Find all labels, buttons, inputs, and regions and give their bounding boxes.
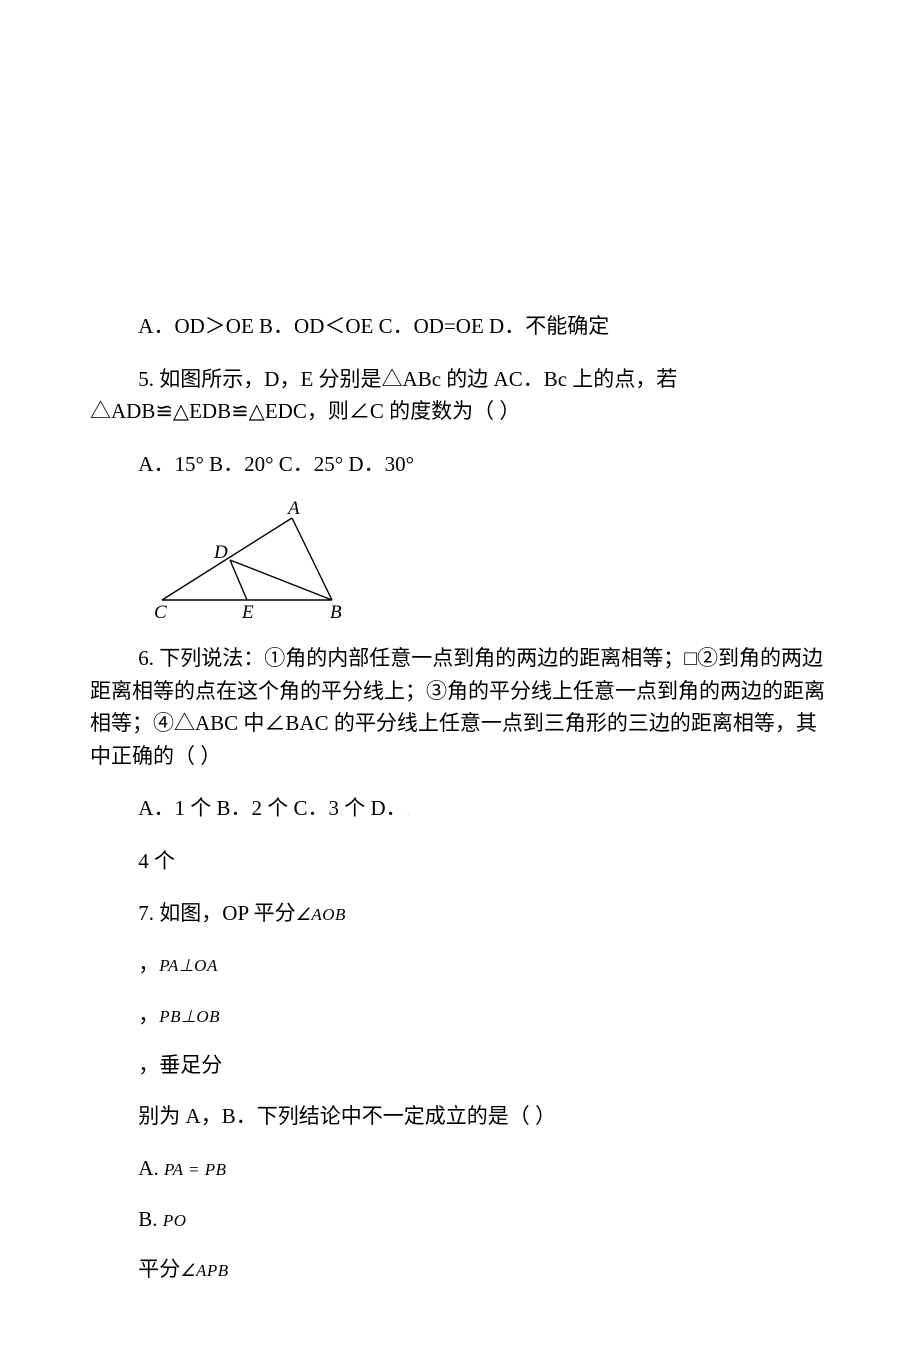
top-spacer [90,80,830,310]
q7-optA-math: PA = PB [164,1160,227,1179]
q7-line1: 7. 如图，OP 平分∠AOB [90,897,830,930]
q5-options: A．15° B．20° C．25° D．30° [90,448,830,481]
q7-l2-pre: ， [138,952,159,976]
svg-text:D: D [213,542,228,563]
q6-options-line1: A．1 个 B．2 个 C．3 个 D．. [90,792,830,825]
q7-optB-lead: B. [138,1207,157,1231]
q7-l2-math: PA⊥OA [159,956,218,975]
q7-l1-math: ∠AOB [296,905,346,924]
q4-options: A．OD＞OE B．OD＜OE C．OD=OE D．不能确定 [90,310,830,343]
svg-text:E: E [241,602,254,620]
q6-opt-abc: A．1 个 B．2 个 C．3 个 D． [138,796,406,820]
q7-optB-math: PO [163,1211,187,1230]
q7-line2: ，PA⊥OA [90,948,830,981]
q7-l3-math: PB⊥OB [159,1007,220,1026]
q7-opt-a: A. PA = PB [90,1152,830,1185]
q7-line4: ，垂足分 [90,1049,830,1082]
q7-l3-pre: ， [138,1003,159,1027]
q7-line3: ，PB⊥OB [90,999,830,1032]
q7-optC-math: ∠APB [180,1261,228,1280]
q7-opt-b: B. PO [90,1203,830,1236]
q7-line5: 别为 A，B．下列结论中不一定成立的是（ ） [90,1100,830,1133]
q6-stem: 6. 下列说法：①角的内部任意一点到角的两边的距离相等；□②到角的两边距离相等的… [90,642,830,772]
svg-text:C: C [154,602,167,620]
q5-stem: 5. 如图所示，D，E 分别是△ABc 的边 AC．Bc 上的点，若△ADB≌△… [90,363,830,428]
q6-opt-d: 4 个 [90,845,830,878]
q6-ghost-mark: . [407,804,411,819]
svg-text:B: B [330,602,342,620]
q7-opt-c: 平分∠APB [90,1253,830,1286]
q7-optA-lead: A. [138,1156,158,1180]
q7-optC-lead: 平分 [138,1257,180,1281]
q5-figure: A B C D E [152,500,830,620]
svg-text:A: A [286,500,300,519]
q7-l1-text: 7. 如图，OP 平分 [138,901,295,925]
